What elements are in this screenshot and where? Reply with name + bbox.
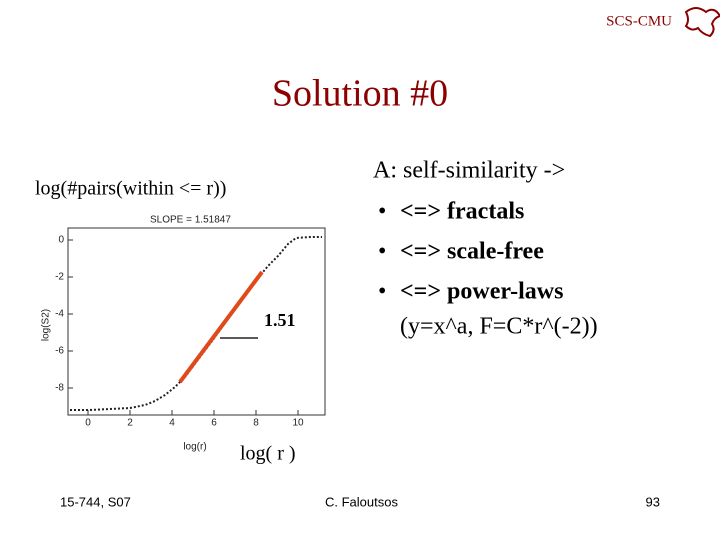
- footer-author: C. Faloutsos: [325, 494, 398, 509]
- y-tick-label: -2: [55, 272, 64, 283]
- bullet-item: <=> fractals: [400, 199, 524, 225]
- bullet-dot: •: [378, 239, 386, 265]
- y-tick-label: -4: [55, 309, 64, 320]
- x-axis-label: log(r): [183, 442, 206, 453]
- x-tick-label: 6: [211, 418, 217, 429]
- fit-line: [178, 270, 264, 384]
- x-tick-label: 2: [127, 418, 133, 429]
- bullet-intro: A: self-similarity ->: [373, 158, 565, 184]
- org: SCS-CMU: [606, 13, 672, 29]
- bullet-item: <=> power-laws: [400, 279, 563, 305]
- y-axis-label: log(S2): [41, 309, 52, 341]
- y-tick-label: 0: [58, 235, 64, 246]
- plot-caption-bottom: log( r ): [240, 443, 296, 465]
- y-tick-label: -6: [55, 346, 64, 357]
- footer-course: 15-744, S07: [60, 494, 131, 509]
- logo: [684, 7, 720, 38]
- plot-frame: [67, 227, 326, 416]
- bullet-continuation: (y=x^a, F=C*r^(-2)): [400, 314, 598, 340]
- slope-annotation: 1.51: [264, 310, 296, 330]
- slope-label: SLOPE = 1.51847: [150, 215, 231, 226]
- bullet-list: • <=> fractals • <=> scale-free • <=> power-l…: [378, 199, 563, 305]
- x-tick-label: 0: [85, 418, 91, 429]
- footer-page: 93: [646, 494, 660, 509]
- y-tick-label: -8: [55, 383, 64, 394]
- plot: SLOPE = 1.51847 log(S2) log(r) 1.51 0 -2 -…: [41, 215, 326, 453]
- bullet-dot: •: [378, 199, 386, 225]
- x-tick-label: 8: [253, 418, 259, 429]
- x-tick-label: 10: [292, 418, 304, 429]
- x-tick-label: 4: [169, 418, 175, 429]
- title: Solution #0: [272, 73, 448, 115]
- bullet-item: <=> scale-free: [400, 239, 544, 265]
- bullet-dot: •: [378, 279, 386, 305]
- plot-caption: log(#pairs(within <= r)): [35, 178, 226, 200]
